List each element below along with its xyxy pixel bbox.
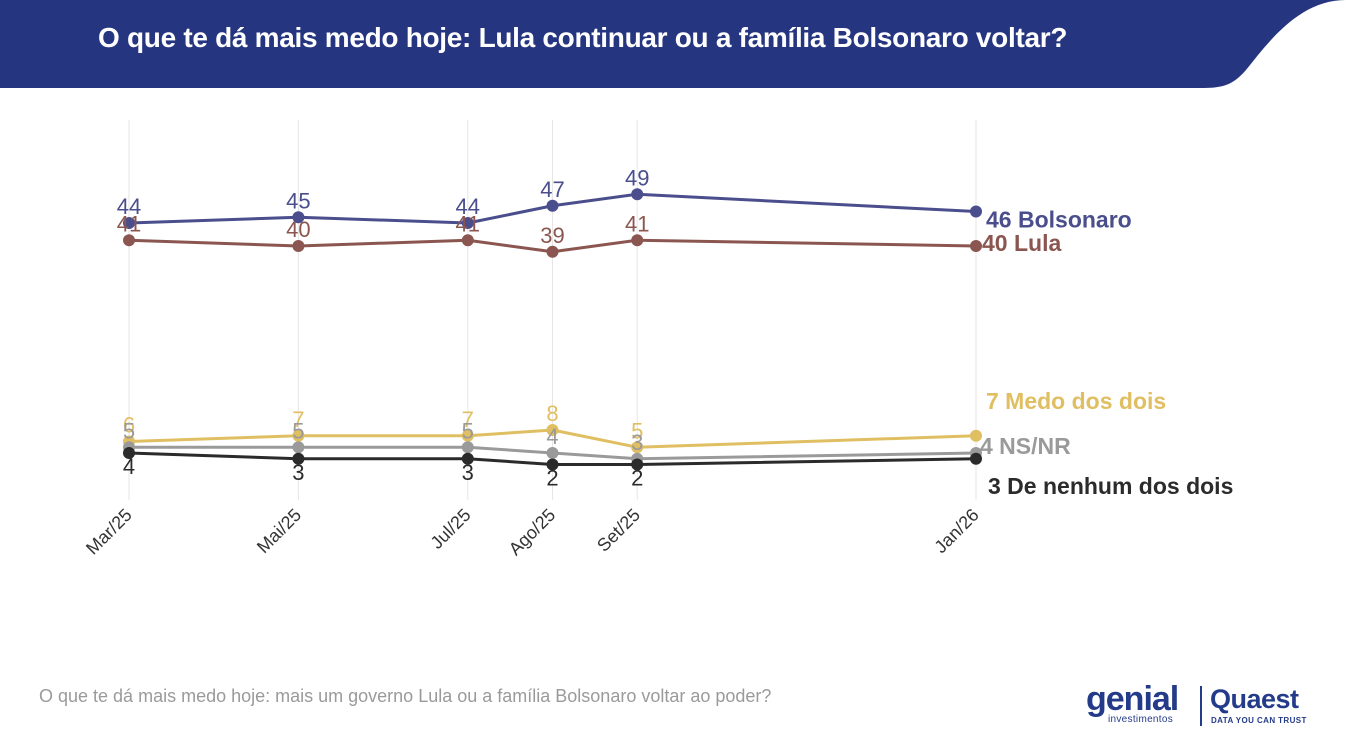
data-point-4-1 bbox=[292, 452, 305, 465]
data-point-4-4 bbox=[631, 458, 644, 471]
data-point-1-5 bbox=[970, 240, 982, 252]
series-end-label-3: 4 NS/NR bbox=[980, 433, 1071, 459]
x-tick-label-0: Mar/25 bbox=[82, 505, 136, 559]
data-label-0-4: 49 bbox=[625, 165, 649, 190]
header-background bbox=[0, 0, 1346, 88]
genial-logo: genial bbox=[1086, 680, 1179, 718]
data-point-1-2 bbox=[461, 234, 474, 247]
x-tick-label-2: Jul/25 bbox=[427, 505, 475, 553]
data-label-0-2: 44 bbox=[456, 194, 480, 219]
data-label-1-3: 39 bbox=[540, 223, 564, 248]
data-point-0-2 bbox=[461, 217, 474, 229]
series-line-3 bbox=[129, 445, 977, 461]
data-point-0-3 bbox=[546, 199, 559, 212]
data-point-0-1 bbox=[292, 211, 305, 224]
data-point-2-2 bbox=[461, 429, 474, 442]
data-label-2-0: 6 bbox=[123, 413, 135, 438]
data-point-4-2 bbox=[461, 452, 474, 465]
footnote: O que te dá mais medo hoje: mais um gove… bbox=[39, 686, 772, 706]
data-label-1-1: 40 bbox=[286, 217, 310, 242]
x-tick-label-3: Ago/25 bbox=[505, 505, 559, 559]
data-label-0-1: 45 bbox=[286, 188, 310, 213]
series-end-label-2: 7 Medo dos dois bbox=[986, 388, 1166, 414]
series-end-label-4: 3 De nenhum dos dois bbox=[988, 473, 1233, 499]
series-end-label-1: 40 Lula bbox=[982, 230, 1061, 256]
data-point-3-3 bbox=[546, 447, 559, 459]
data-label-0-0: 44 bbox=[117, 194, 141, 219]
data-label-4-0: 4 bbox=[123, 454, 135, 479]
data-label-0-3: 47 bbox=[540, 177, 564, 202]
data-label-2-3: 8 bbox=[546, 401, 558, 426]
data-point-2-5 bbox=[970, 429, 982, 442]
data-point-3-1 bbox=[292, 441, 305, 454]
header-banner: O que te dá mais medo hoje: Lula continu… bbox=[0, 0, 1346, 92]
data-point-1-1 bbox=[292, 240, 305, 252]
data-label-1-4: 41 bbox=[625, 211, 649, 236]
data-label-4-3: 2 bbox=[546, 466, 558, 491]
data-point-4-0 bbox=[123, 447, 135, 459]
data-point-1-4 bbox=[631, 234, 644, 247]
data-point-0-4 bbox=[631, 188, 644, 201]
data-label-1-2: 41 bbox=[456, 211, 480, 236]
data-point-1-3 bbox=[546, 245, 559, 258]
data-point-2-4 bbox=[631, 441, 644, 454]
data-point-4-3 bbox=[546, 458, 559, 471]
data-point-2-3 bbox=[546, 424, 559, 436]
data-point-0-5 bbox=[970, 205, 982, 218]
data-point-3-2 bbox=[461, 441, 474, 454]
page-title: O que te dá mais medo hoje: Lula continu… bbox=[98, 22, 1068, 53]
series-end-label-0: 46 Bolsonaro bbox=[986, 207, 1132, 233]
data-point-4-5 bbox=[970, 452, 982, 465]
x-tick-label-4: Set/25 bbox=[593, 505, 644, 556]
data-label-4-4: 2 bbox=[631, 466, 643, 491]
quaest-logo-subtitle: DATA YOU CAN TRUST bbox=[1211, 716, 1307, 725]
data-point-1-0 bbox=[123, 234, 135, 247]
data-label-2-2: 7 bbox=[462, 407, 474, 432]
data-label-3-4: 3 bbox=[631, 430, 643, 455]
data-label-3-1: 5 bbox=[292, 418, 304, 443]
data-label-1-0: 41 bbox=[117, 211, 141, 236]
data-label-3-3: 4 bbox=[546, 424, 558, 449]
data-label-2-4: 5 bbox=[631, 418, 643, 443]
x-tick-label-1: Mai/25 bbox=[253, 505, 305, 557]
data-label-2-1: 7 bbox=[292, 407, 304, 432]
data-label-3-0: 5 bbox=[123, 418, 135, 443]
logos: genial investimentos Quaest DATA YOU CAN… bbox=[1086, 682, 1316, 730]
genial-logo-subtitle: investimentos bbox=[1108, 714, 1174, 725]
series-line-1 bbox=[128, 238, 977, 254]
logo-divider bbox=[1200, 686, 1202, 726]
quaest-logo: Quaest bbox=[1210, 684, 1299, 714]
series-line-0 bbox=[128, 192, 977, 225]
data-label-3-2: 5 bbox=[462, 418, 474, 443]
series-line-4 bbox=[128, 451, 977, 466]
series-line-2 bbox=[128, 428, 977, 449]
data-label-4-1: 3 bbox=[292, 460, 304, 485]
data-label-4-2: 3 bbox=[462, 460, 474, 485]
x-tick-label-5: Jan/26 bbox=[930, 505, 982, 557]
data-point-2-1 bbox=[292, 429, 305, 442]
data-point-0-0 bbox=[123, 217, 135, 229]
